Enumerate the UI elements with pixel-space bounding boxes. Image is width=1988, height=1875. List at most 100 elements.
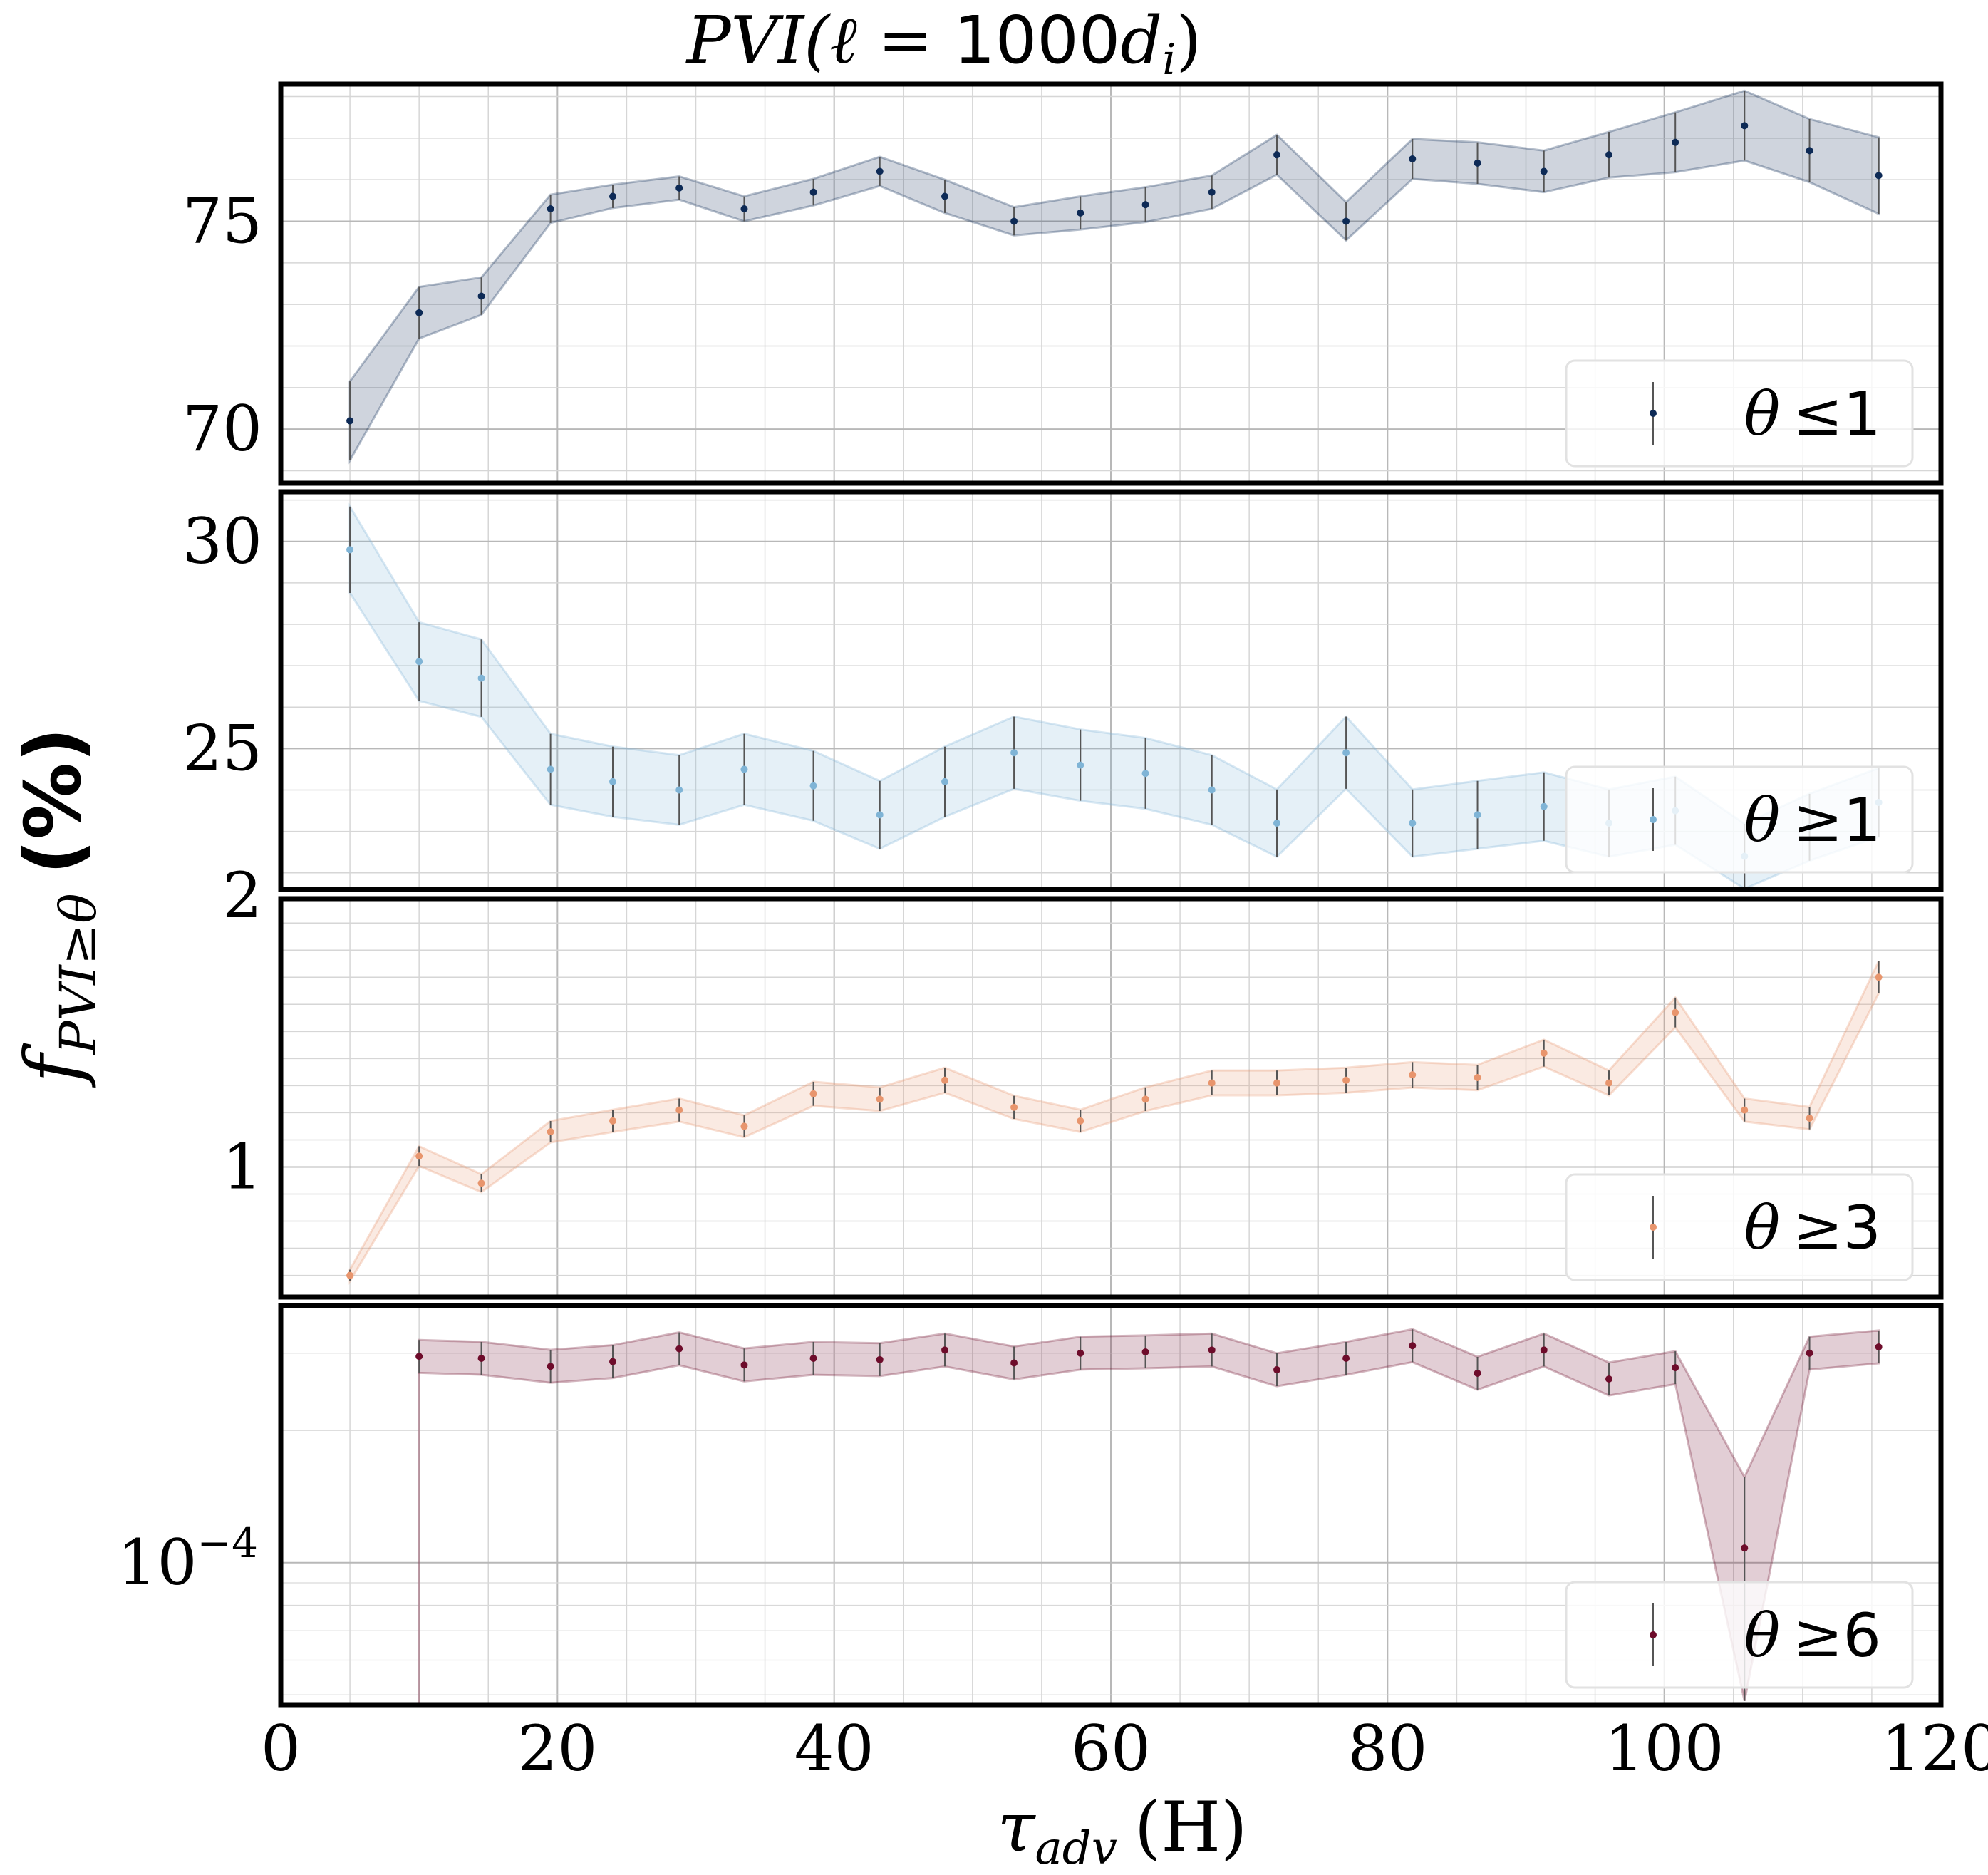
data-point xyxy=(346,1271,354,1279)
x-tick-label: 40 xyxy=(794,1712,874,1785)
data-point xyxy=(1409,155,1417,162)
data-point xyxy=(1806,1349,1813,1357)
data-point xyxy=(547,1128,554,1136)
legend-label: θ ≥3 xyxy=(1744,1193,1881,1263)
data-point xyxy=(1208,1079,1216,1087)
data-point xyxy=(1010,1103,1018,1111)
data-point xyxy=(1409,820,1417,827)
data-point xyxy=(1474,1073,1481,1081)
legend-layer: θ ≤1θ ≥1θ ≥3θ ≥6 xyxy=(1565,359,1914,1689)
data-point xyxy=(1141,1095,1149,1103)
x-tick-label: 20 xyxy=(517,1712,597,1785)
marks-layer xyxy=(346,91,1883,1701)
xlabel-unit: (H) xyxy=(1134,1787,1248,1867)
data-point xyxy=(1141,1348,1149,1355)
legend-operator: ≥ xyxy=(1793,1193,1843,1263)
data-point xyxy=(1273,151,1280,159)
title-num: 1000 xyxy=(953,2,1120,78)
data-point xyxy=(740,1122,748,1130)
data-point xyxy=(941,1346,948,1354)
data-point xyxy=(1741,1106,1749,1114)
data-point xyxy=(609,192,616,200)
data-point xyxy=(1540,1049,1548,1057)
data-point xyxy=(1741,1544,1749,1552)
data-point xyxy=(415,1353,423,1360)
y-tick-label: 30 xyxy=(182,505,262,578)
data-point xyxy=(1010,1359,1018,1367)
legend-operator: ≥ xyxy=(1793,1601,1843,1670)
data-point xyxy=(675,786,683,794)
data-point xyxy=(1540,167,1548,175)
data-point xyxy=(609,778,616,785)
data-point xyxy=(1672,1008,1679,1016)
data-point xyxy=(609,1117,616,1125)
legend-marker xyxy=(1650,410,1657,417)
data-point xyxy=(1875,973,1883,981)
data-point xyxy=(415,309,423,316)
panel-frame-theta-ge-3 xyxy=(278,896,1944,1300)
data-point xyxy=(1342,1076,1350,1084)
data-point xyxy=(740,205,748,212)
panel-frame-theta-ge-6 xyxy=(278,1303,1944,1708)
data-point xyxy=(1010,217,1018,225)
y-tick-base: 10 xyxy=(118,1526,197,1599)
frames-layer xyxy=(278,81,1944,1708)
data-point xyxy=(477,292,485,300)
data-point xyxy=(1605,1375,1612,1383)
legend-label: θ ≥1 xyxy=(1744,785,1881,855)
data-point xyxy=(876,1355,884,1363)
data-point xyxy=(1342,749,1350,757)
data-point xyxy=(809,1090,817,1097)
y-tick-label: 25 xyxy=(182,711,262,785)
data-point xyxy=(547,205,554,212)
y-tick-exponent: −4 xyxy=(197,1519,259,1567)
data-point xyxy=(876,1095,884,1103)
data-point xyxy=(876,167,884,175)
legend-operator: ≤ xyxy=(1793,379,1843,449)
data-point xyxy=(1474,159,1481,167)
title-func: PVI( xyxy=(685,2,832,78)
data-point xyxy=(477,1354,485,1362)
data-point xyxy=(1208,188,1216,196)
data-point xyxy=(1342,1354,1350,1362)
data-point xyxy=(477,1179,485,1187)
ylabel-sub: PVI≥θ xyxy=(49,893,108,1055)
legend-threshold: 1 xyxy=(1843,785,1881,855)
data-point xyxy=(1806,1115,1813,1122)
legend-label: θ ≤1 xyxy=(1744,379,1881,449)
title-ell: ℓ xyxy=(829,2,856,78)
data-point xyxy=(609,1358,616,1365)
legend-threshold: 3 xyxy=(1843,1193,1881,1263)
legend-operator: ≥ xyxy=(1793,785,1843,855)
data-point xyxy=(346,417,354,425)
legend-marker xyxy=(1650,1631,1657,1638)
axes-layer: PVI(ℓ = 1000di) τadv (H) fPVI≥θ(%) 0 20 40 6… xyxy=(9,2,1988,1875)
legend-label: θ ≥6 xyxy=(1744,1601,1881,1670)
data-point xyxy=(1273,820,1280,827)
data-point xyxy=(1806,147,1813,155)
data-point xyxy=(1010,749,1018,757)
data-point xyxy=(1273,1366,1280,1374)
legend-theta: θ xyxy=(1744,379,1781,449)
legend-theta: θ xyxy=(1744,1193,1781,1263)
data-point xyxy=(941,1076,948,1084)
data-point xyxy=(1409,1071,1417,1079)
y-axis-label: fPVI≥θ(%) xyxy=(9,727,108,1088)
legend-theta: θ xyxy=(1744,1601,1781,1670)
panel-frame-theta-ge-1 xyxy=(278,489,1944,892)
data-point xyxy=(1077,761,1084,769)
legend-threshold: 6 xyxy=(1843,1601,1881,1670)
data-point xyxy=(1540,802,1548,810)
data-point xyxy=(1875,1343,1883,1350)
data-point xyxy=(1741,122,1749,130)
x-tick-label: 0 xyxy=(261,1712,301,1785)
legend-threshold: 1 xyxy=(1843,379,1881,449)
data-point xyxy=(876,811,884,819)
data-point xyxy=(1273,1079,1280,1087)
data-point xyxy=(675,1345,683,1353)
data-point xyxy=(1875,172,1883,180)
legend-theta: θ xyxy=(1744,785,1781,855)
x-tick-label: 80 xyxy=(1347,1712,1427,1785)
data-point xyxy=(740,1361,748,1369)
data-point xyxy=(547,765,554,773)
